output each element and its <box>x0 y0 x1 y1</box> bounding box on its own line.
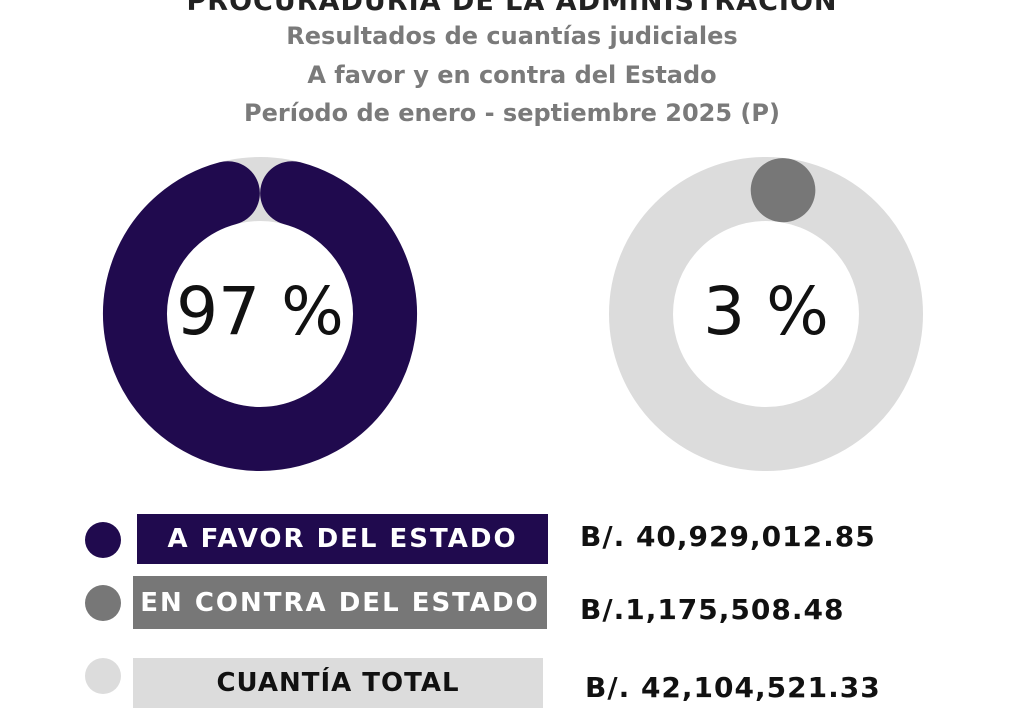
legend-label-contra: EN CONTRA DEL ESTADO <box>133 576 547 629</box>
legend-dot-total <box>85 658 121 694</box>
donut-chart-favor: 97 % <box>96 150 424 478</box>
donut-center-label-contra: 3 % <box>703 273 829 350</box>
donut-chart-contra: 3 % <box>602 150 930 478</box>
amount-total: B/. 42,104,521.33 <box>585 671 881 704</box>
legend-dot-contra <box>85 585 121 621</box>
page-title: PROCURADURÍA DE LA ADMINISTRACIÓN <box>0 0 1024 17</box>
legend-dot-favor <box>85 522 121 558</box>
amount-favor: B/. 40,929,012.85 <box>580 520 876 553</box>
subtitle-results: Resultados de cuantías judiciales <box>0 22 1024 50</box>
legend-label-favor: A FAVOR DEL ESTADO <box>137 514 548 564</box>
subtitle-period: Período de enero - septiembre 2025 (P) <box>0 99 1024 127</box>
legend-label-total: CUANTÍA TOTAL <box>133 658 543 708</box>
donut-center-label-favor: 97 % <box>176 273 344 350</box>
amount-contra: B/.1,175,508.48 <box>580 593 844 626</box>
subtitle-favor-contra: A favor y en contra del Estado <box>0 61 1024 89</box>
